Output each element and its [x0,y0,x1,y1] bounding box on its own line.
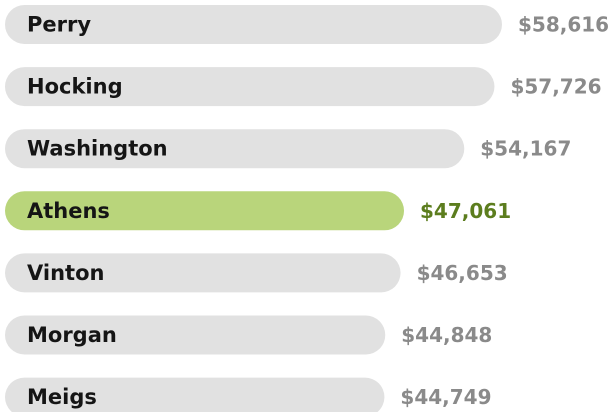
bar [5,253,401,293]
bar [5,129,465,169]
bar [5,67,495,107]
value-label: $44,848 [401,323,492,347]
bar [5,5,502,44]
value-label: $44,749 [400,385,491,409]
category-label: Morgan [27,323,117,347]
bar [5,191,405,231]
bar [5,315,386,355]
category-label: Hocking [27,75,123,99]
category-label: Vinton [27,261,104,285]
value-label: $47,061 [420,199,511,223]
value-label: $46,653 [417,261,508,285]
category-label: Perry [27,13,91,37]
category-label: Athens [27,199,110,223]
value-label: $58,616 [518,13,608,37]
value-label: $57,726 [510,75,601,99]
category-label: Meigs [27,385,97,409]
category-label: Washington [27,137,168,161]
bar [5,377,385,412]
value-label: $54,167 [480,137,571,161]
